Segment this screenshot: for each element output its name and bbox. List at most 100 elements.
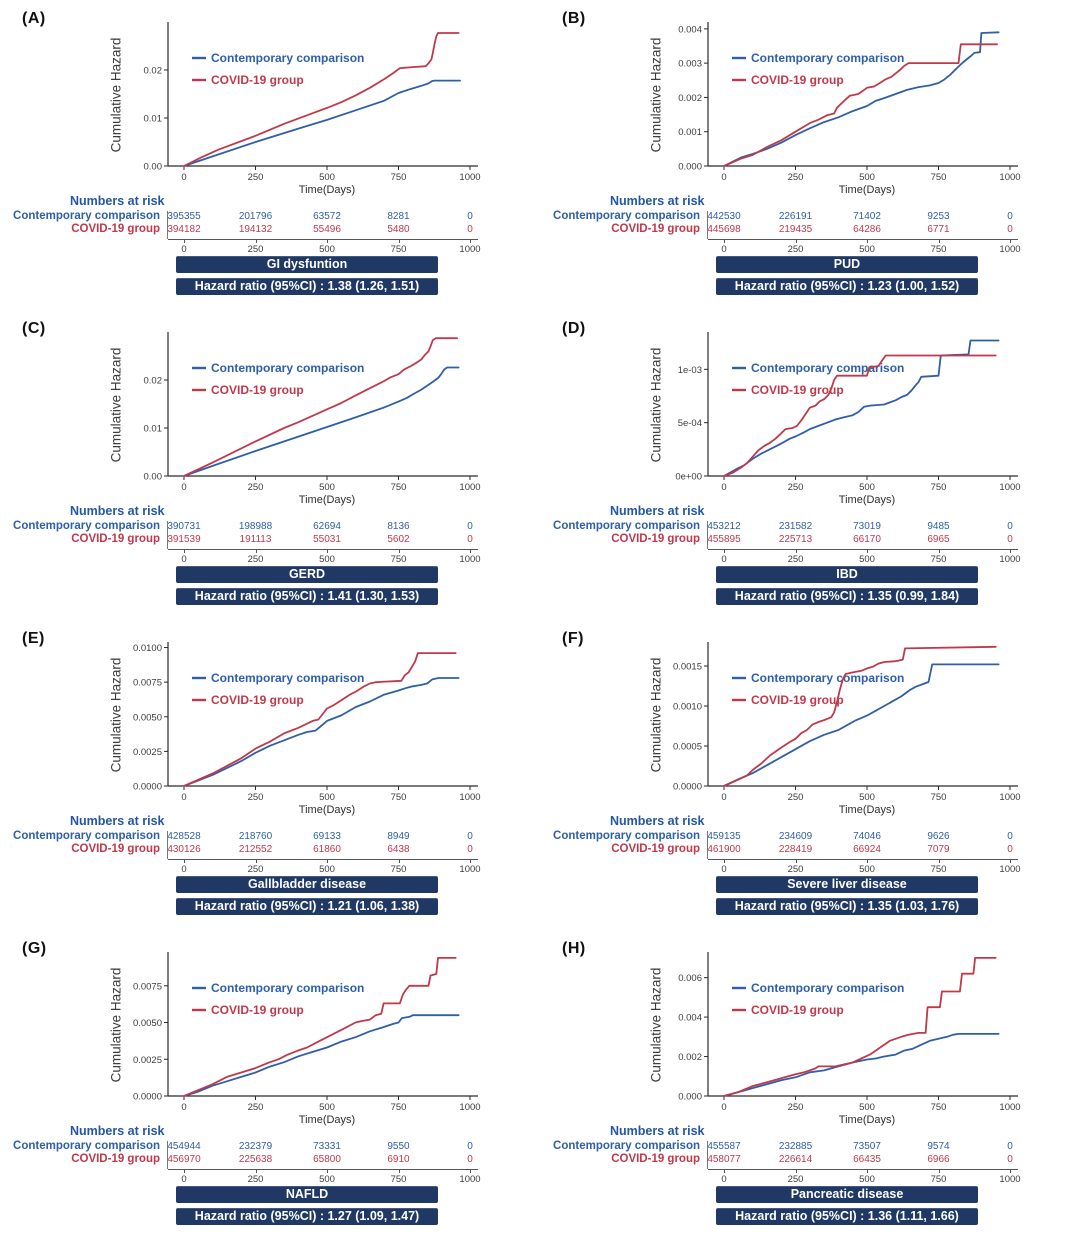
numbers-at-risk-value: 0 (467, 1154, 473, 1165)
panel-g: (G) Cumulative Hazard 0.0000 0.0025 0.0050… (0, 930, 540, 1240)
y-tick-label: 0.004 (678, 1013, 702, 1024)
panel-letter: (G) (22, 940, 47, 957)
numbers-at-risk-axis-tick (255, 239, 257, 243)
numbers-at-risk-value: 219435 (778, 224, 813, 235)
numbers-at-risk-value: 194132 (238, 224, 273, 235)
numbers-at-risk-value: 458077 (707, 1154, 741, 1165)
numbers-at-risk-axis-label: 1000 (999, 244, 1021, 255)
x-axis-title: Time(Days) (299, 184, 355, 196)
numbers-at-risk-axis-label: 1000 (999, 1174, 1021, 1185)
numbers-at-risk-value: 74046 (853, 831, 881, 842)
numbers-at-risk-left-bar (167, 1141, 168, 1169)
y-tick-label: 1e-03 (678, 365, 702, 376)
numbers-at-risk-axis-tick (724, 549, 725, 553)
numbers-at-risk-axis-label: 250 (787, 1174, 804, 1185)
numbers-at-risk-value: 0 (467, 844, 473, 855)
panel-a: (A) Cumulative Hazard 0.00 0.01 0.02 0 250 50… (0, 0, 540, 310)
numbers-at-risk-value: 428528 (167, 831, 201, 842)
panel-letter: (F) (562, 630, 584, 647)
series-line-contemporary-comparison (723, 1033, 1000, 1097)
y-tick-label: 0.003 (678, 59, 702, 70)
numbers-at-risk-value: 394182 (167, 224, 201, 235)
x-tick-label: 750 (391, 1102, 407, 1113)
hazard-ratio-banner: Hazard ratio (95%CI) : 1.35 (0.99, 1.84) (716, 588, 978, 605)
numbers-at-risk-axis-label: 750 (930, 1174, 947, 1185)
numbers-at-risk-value: 430126 (167, 844, 201, 855)
numbers-at-risk-axis-label: 1000 (999, 554, 1021, 565)
numbers-at-risk-value: 442530 (707, 211, 741, 222)
numbers-at-risk-axis-label: 1000 (459, 864, 481, 875)
numbers-at-risk-value: 9574 (927, 1141, 950, 1152)
numbers-at-risk-axis-tick (255, 1169, 257, 1173)
numbers-at-risk-value: 0 (1007, 224, 1013, 235)
numbers-at-risk-axis-tick (255, 859, 257, 863)
x-tick-label: 500 (319, 172, 335, 183)
x-tick-label: 1000 (459, 482, 480, 493)
numbers-at-risk-row-label: COVID-19 group (611, 843, 700, 855)
legend-label: Contemporary comparison (751, 671, 904, 685)
numbers-at-risk-axis-label: 0 (181, 1174, 187, 1185)
numbers-at-risk-axis-label: 250 (787, 244, 804, 255)
numbers-at-risk-axis-tick (398, 239, 400, 243)
numbers-at-risk-axis-label: 250 (247, 244, 264, 255)
legend-label: COVID-19 group (751, 73, 844, 87)
numbers-at-risk-axis-tick (470, 549, 471, 553)
x-tick-label: 1000 (999, 1102, 1020, 1113)
x-tick-label: 0 (721, 482, 726, 493)
numbers-at-risk-heading: Numbers at risk (610, 814, 705, 828)
numbers-at-risk-row-label: COVID-19 group (71, 533, 160, 545)
cumulative-hazard-plot: 0.000 0.002 0.004 0.006 0 250 500 750 1000 Time(D… (678, 952, 1021, 1126)
numbers-at-risk-value: 5480 (387, 224, 410, 235)
hazard-ratio-banner: Hazard ratio (95%CI) : 1.21 (1.06, 1.38) (176, 898, 438, 915)
numbers-at-risk-value: 0 (1007, 1154, 1013, 1165)
series-line-contemporary-comparison (723, 663, 1000, 787)
y-tick-label: 0.006 (678, 973, 702, 984)
outcome-banner: GERD (176, 566, 438, 583)
numbers-at-risk-axis-tick (184, 859, 185, 863)
numbers-at-risk-axis-label: 500 (319, 554, 335, 565)
numbers-at-risk-rule (708, 549, 1018, 550)
legend-label: Contemporary comparison (751, 51, 904, 65)
x-tick-label: 250 (248, 482, 264, 493)
numbers-at-risk-rule (168, 549, 478, 550)
numbers-at-risk-rule (708, 239, 1018, 240)
numbers-at-risk-heading: Numbers at risk (70, 1124, 165, 1138)
series-line-contemporary-comparison (723, 31, 1000, 167)
numbers-at-risk-rule (168, 239, 478, 240)
x-tick-label: 0 (181, 1102, 186, 1113)
x-tick-label: 250 (788, 482, 804, 493)
numbers-at-risk-value: 456970 (167, 1154, 201, 1165)
panel-b: (B) Cumulative Hazard 0.000 0.001 0.002 0.0… (540, 0, 1080, 310)
x-tick-label: 0 (721, 792, 726, 803)
numbers-at-risk-value: 63572 (313, 211, 341, 222)
numbers-at-risk-axis-label: 750 (390, 864, 407, 875)
numbers-at-risk-axis-tick (938, 549, 940, 553)
panel-h: (H) Cumulative Hazard 0.000 0.002 0.004 0.0… (540, 930, 1080, 1240)
numbers-at-risk-value: 234609 (778, 831, 813, 842)
numbers-at-risk-axis-label: 250 (787, 554, 804, 565)
numbers-at-risk-value: 232885 (778, 1141, 813, 1152)
numbers-at-risk-value: 7079 (927, 844, 950, 855)
y-tick-label: 0.002 (678, 93, 702, 104)
numbers-at-risk-value: 73507 (853, 1141, 881, 1152)
numbers-at-risk-rule (708, 1169, 1018, 1170)
numbers-at-risk-axis-tick (795, 1169, 797, 1173)
legend-label: Contemporary comparison (211, 981, 364, 995)
numbers-at-risk-axis-label: 0 (181, 554, 187, 565)
numbers-at-risk-value: 226614 (778, 1154, 813, 1165)
numbers-at-risk-value: 9550 (387, 1141, 410, 1152)
x-tick-label: 0 (181, 482, 186, 493)
numbers-at-risk-value: 64286 (853, 224, 881, 235)
legend-label: Contemporary comparison (211, 51, 364, 65)
numbers-at-risk-row-label: Contemporary comparison (553, 520, 700, 532)
numbers-at-risk-axis-tick (327, 239, 328, 243)
numbers-at-risk-value: 0 (467, 534, 473, 545)
numbers-at-risk-row-label: COVID-19 group (71, 843, 160, 855)
numbers-at-risk-axis-label: 750 (390, 244, 407, 255)
numbers-at-risk-value: 69133 (313, 831, 341, 842)
x-tick-label: 250 (248, 792, 264, 803)
series-line-covid-19-group (183, 652, 457, 787)
numbers-at-risk-axis-tick (938, 1169, 940, 1173)
numbers-at-risk-axis-tick (867, 859, 868, 863)
series-line-contemporary-comparison (723, 339, 1000, 477)
